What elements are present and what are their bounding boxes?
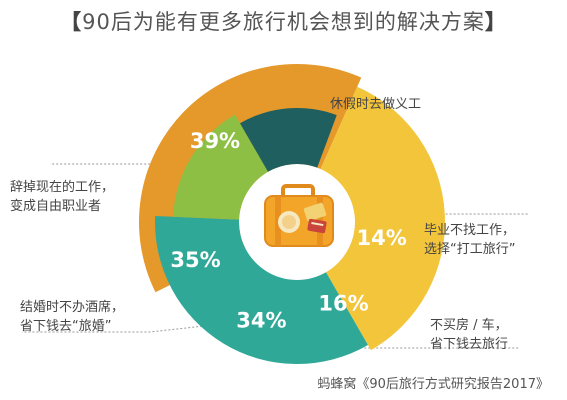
category-label-line: 不买房 / 车， <box>430 318 508 333</box>
category-label-line: 选择“打工旅行” <box>424 242 516 257</box>
category-label-line: 休假时去做义工 <box>330 97 422 112</box>
category-label-line: 变成自由职业者 <box>10 199 102 214</box>
value-label: 34% <box>236 309 286 333</box>
label-no-house-car: 不买房 / 车， 省下钱去旅行 <box>430 316 508 354</box>
slice-16 <box>173 114 268 220</box>
category-label-line: 省下钱去“旅婚” <box>20 319 112 334</box>
leader-line <box>50 163 201 177</box>
category-label-line: 结婚时不办酒席， <box>20 300 125 315</box>
chart-title: 【90后为能有更多旅行机会想到的解决方案】 <box>60 10 507 34</box>
slice-14 <box>240 108 337 172</box>
value-label: 14% <box>357 226 407 250</box>
value-label: 35% <box>170 248 220 272</box>
chart-slices <box>138 63 445 364</box>
value-labels: 39% 35% 34% 16% 14% <box>170 129 406 333</box>
value-label: 16% <box>318 292 368 316</box>
category-label-line: 毕业不找工作， <box>424 223 516 238</box>
label-wedding: 结婚时不办酒席， 省下钱去“旅婚” <box>20 298 124 336</box>
source-note: 蚂蜂窝《90后旅行方式研究报告2017》 <box>317 377 549 392</box>
category-label-line: 辞掉现在的工作， <box>10 180 115 195</box>
label-volunteer: 休假时去做义工 <box>330 95 421 114</box>
slice-34 <box>155 216 368 364</box>
value-label: 39% <box>190 129 240 153</box>
category-label-line: 省下钱去旅行 <box>430 337 509 352</box>
label-freelancer: 辞掉现在的工作， 变成自由职业者 <box>10 178 114 216</box>
leader-line <box>22 323 223 333</box>
slice-35 <box>320 86 445 351</box>
suitcase-icon <box>264 184 334 247</box>
label-work-travel: 毕业不找工作， 选择“打工旅行” <box>424 221 515 259</box>
